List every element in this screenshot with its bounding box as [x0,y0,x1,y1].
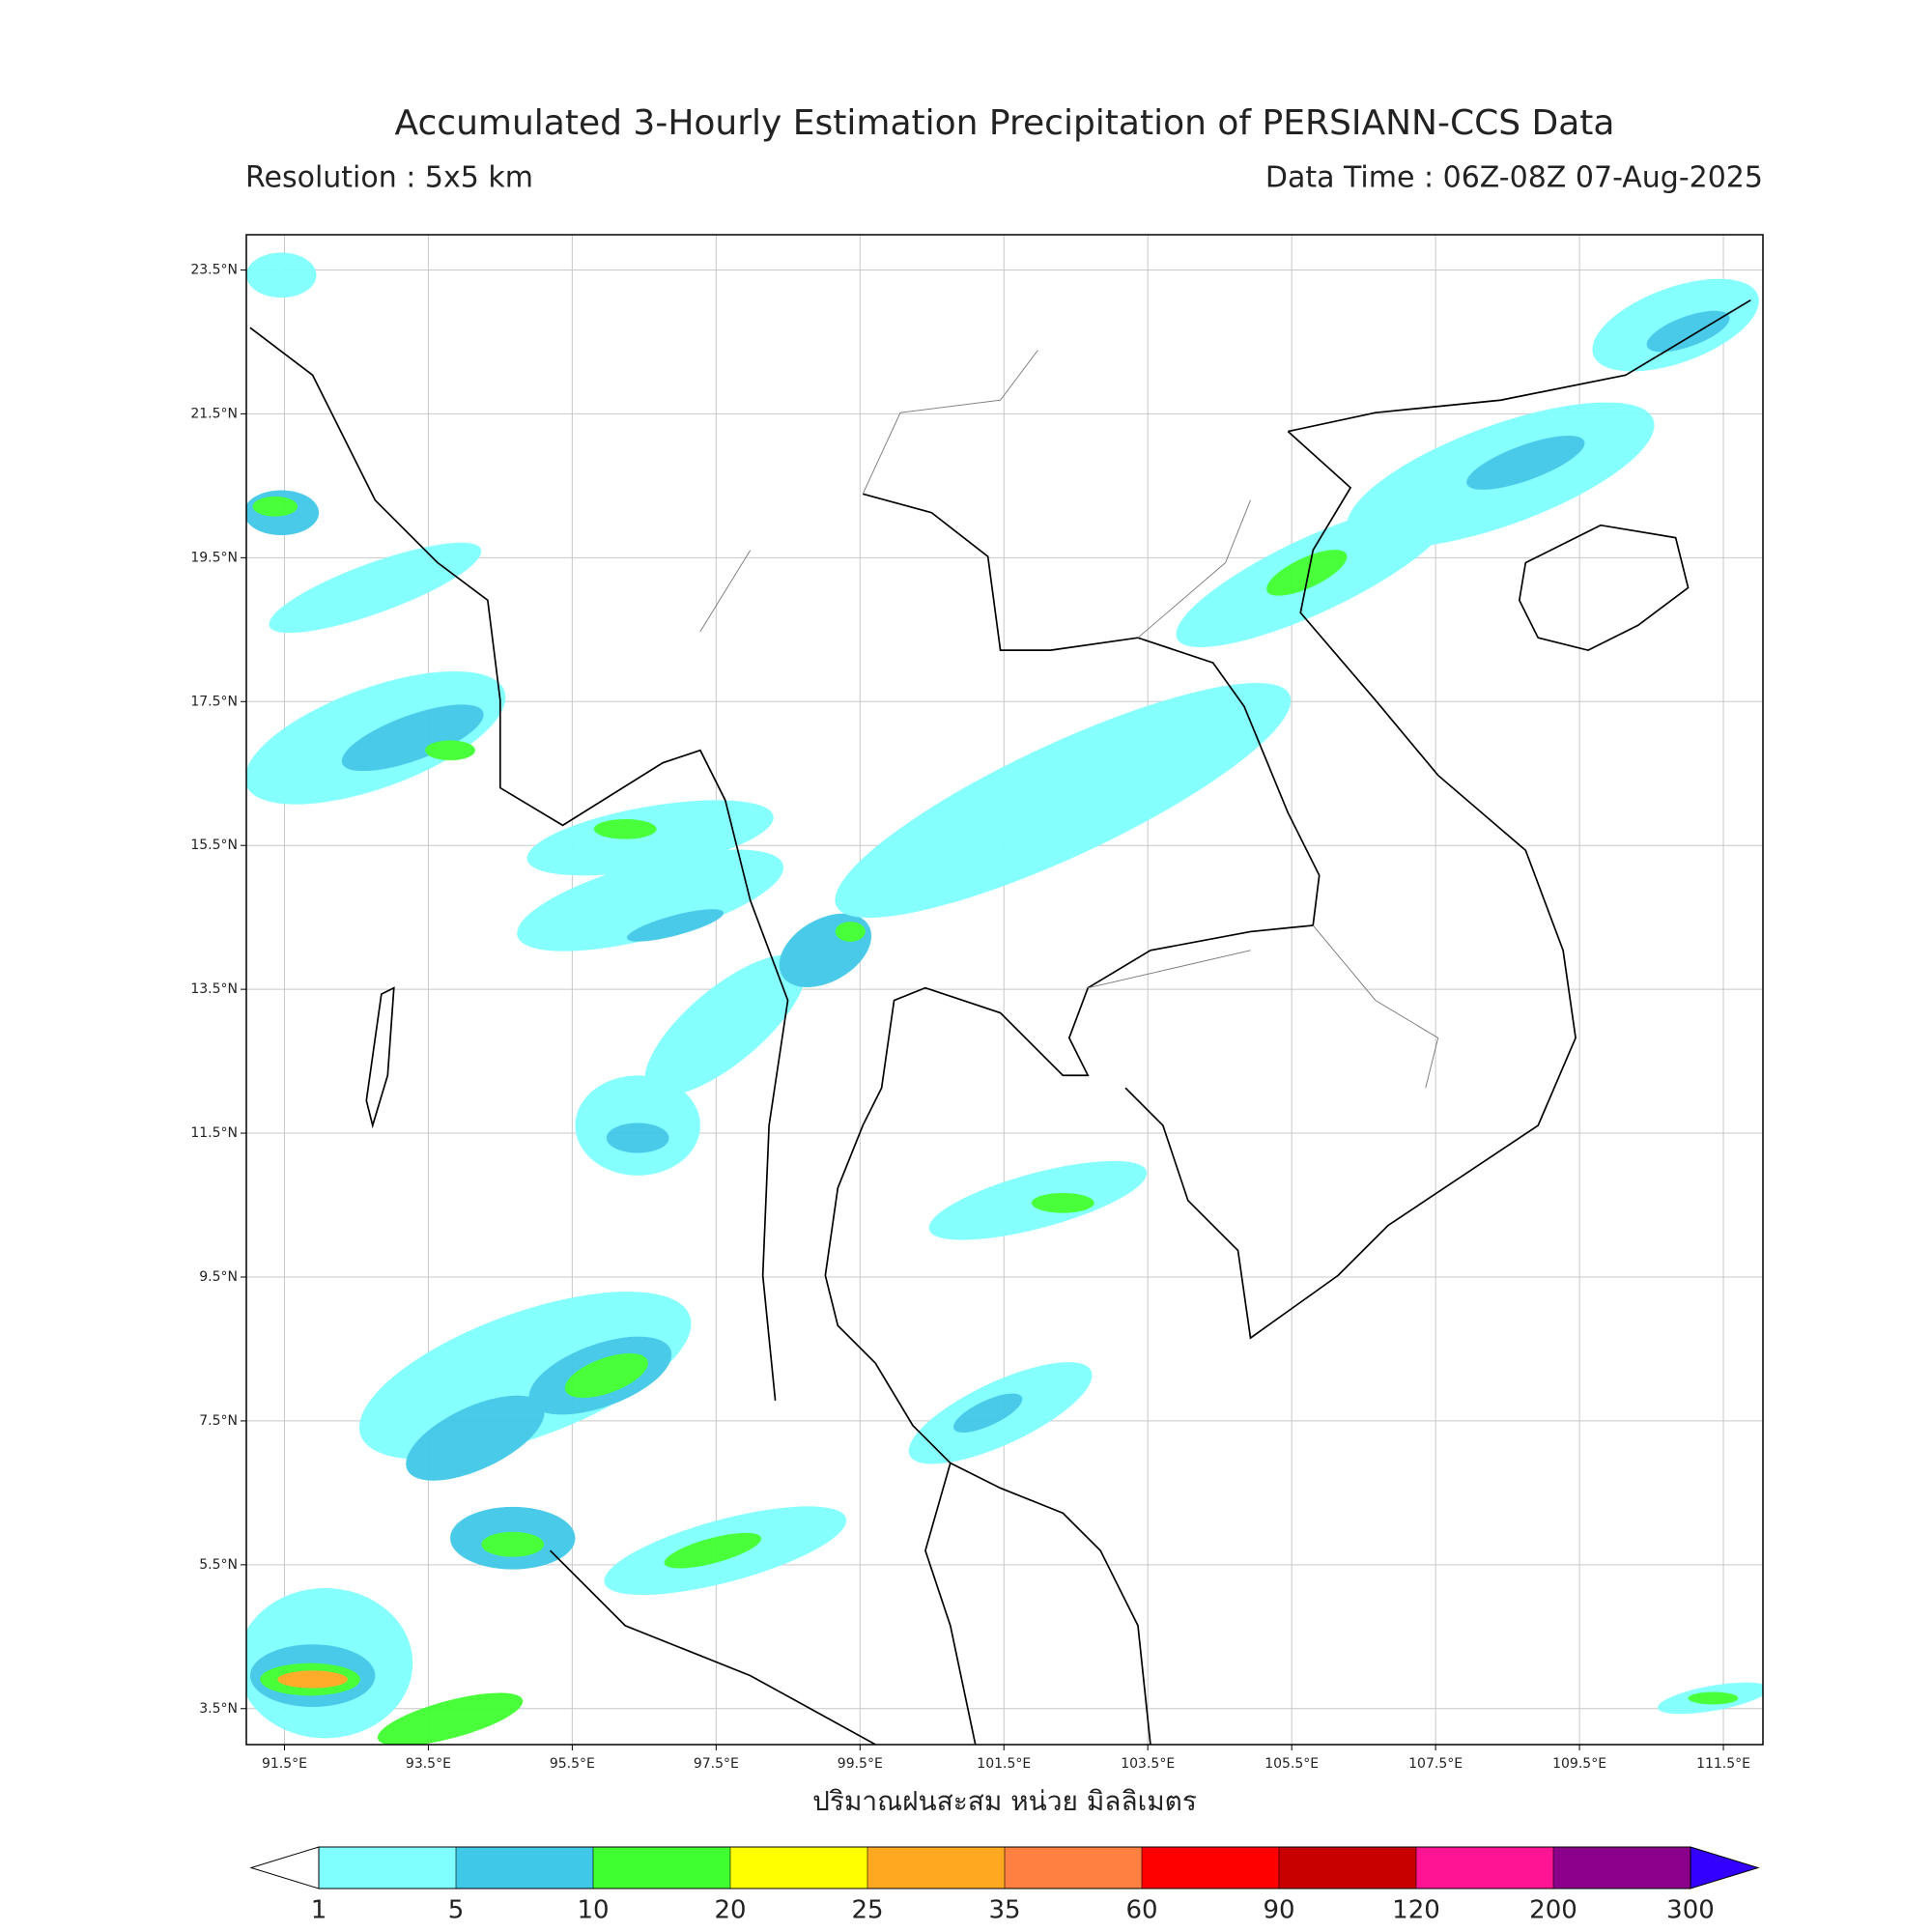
colorbar-box [1005,1847,1142,1889]
colorbar-label: 5 [448,1896,465,1925]
ticks: 91.5°E 93.5°E 95.5°E 97.5°E 99.5°E 101.5°E 103… [190,262,1750,1772]
colorbar-box [1142,1847,1279,1889]
colorbar-box [730,1847,867,1889]
colorbar-label: 200 [1529,1896,1577,1925]
colorbar-label: 60 [1125,1896,1157,1925]
y-tick-label: 7.5°N [199,1413,238,1429]
colorbar-label: 300 [1666,1896,1715,1925]
y-tick-label: 9.5°N [199,1269,238,1285]
coastlines [249,298,1751,1745]
x-tick-label: 111.5°E [1696,1756,1750,1772]
x-tick-label: 101.5°E [977,1756,1031,1772]
x-tick-label: 103.5°E [1121,1756,1175,1772]
y-tick-label: 23.5°N [190,262,238,277]
axis-label: ปริมาณฝนสะสม หน่วย มิลลิเมตร [812,1785,1197,1817]
y-tick-label: 19.5°N [190,550,238,565]
x-tick-label: 109.5°E [1552,1756,1606,1772]
colorbar-under [249,1846,320,1889]
rain-field [246,252,1763,1745]
x-tick-label: 95.5°E [550,1756,595,1772]
y-tick-label: 11.5°N [190,1125,238,1141]
colorbar-label: 1 [311,1896,327,1925]
colorbar-box [456,1847,593,1889]
x-tick-label: 107.5°E [1408,1756,1463,1772]
x-tick-label: 97.5°E [694,1756,739,1772]
colorbar-label: 10 [577,1896,609,1925]
colorbar-label: 20 [714,1896,746,1925]
colorbar: 1 5 10 20 25 35 60 90 120 200 300 [249,1846,1760,1925]
colorbar-label: 120 [1392,1896,1440,1925]
y-tick-label: 5.5°N [199,1557,238,1573]
x-tick-label: 93.5°E [406,1756,451,1772]
resolution: Resolution : 5x5 km [245,161,533,195]
x-tick-label: 105.5°E [1264,1756,1319,1772]
y-tick-label: 21.5°N [190,406,238,421]
colorbar-box [319,1847,456,1889]
y-tick-label: 15.5°N [190,838,238,853]
y-tick-label: 13.5°N [190,981,238,997]
title: Accumulated 3-Hourly Estimation Precipit… [395,103,1615,143]
colorbar-box [1553,1847,1690,1889]
colorbar-box [1279,1847,1416,1889]
x-tick-label: 99.5°E [838,1756,883,1772]
grid [246,235,1763,1745]
colorbar-label: 25 [851,1896,883,1925]
colorbar-label: 90 [1263,1896,1294,1925]
y-tick-label: 17.5°N [190,694,238,709]
x-tick-label: 91.5°E [262,1756,307,1772]
map-content [246,252,1763,1745]
y-tick-label: 3.5°N [199,1701,238,1717]
colorbar-label: 35 [988,1896,1020,1925]
colorbar-box [593,1847,730,1889]
colorbar-over [1690,1846,1760,1889]
colorbar-box [867,1847,1005,1889]
colorbar-box [1416,1847,1553,1889]
data-time: Data Time : 06Z-08Z 07-Aug-2025 [1265,161,1763,195]
